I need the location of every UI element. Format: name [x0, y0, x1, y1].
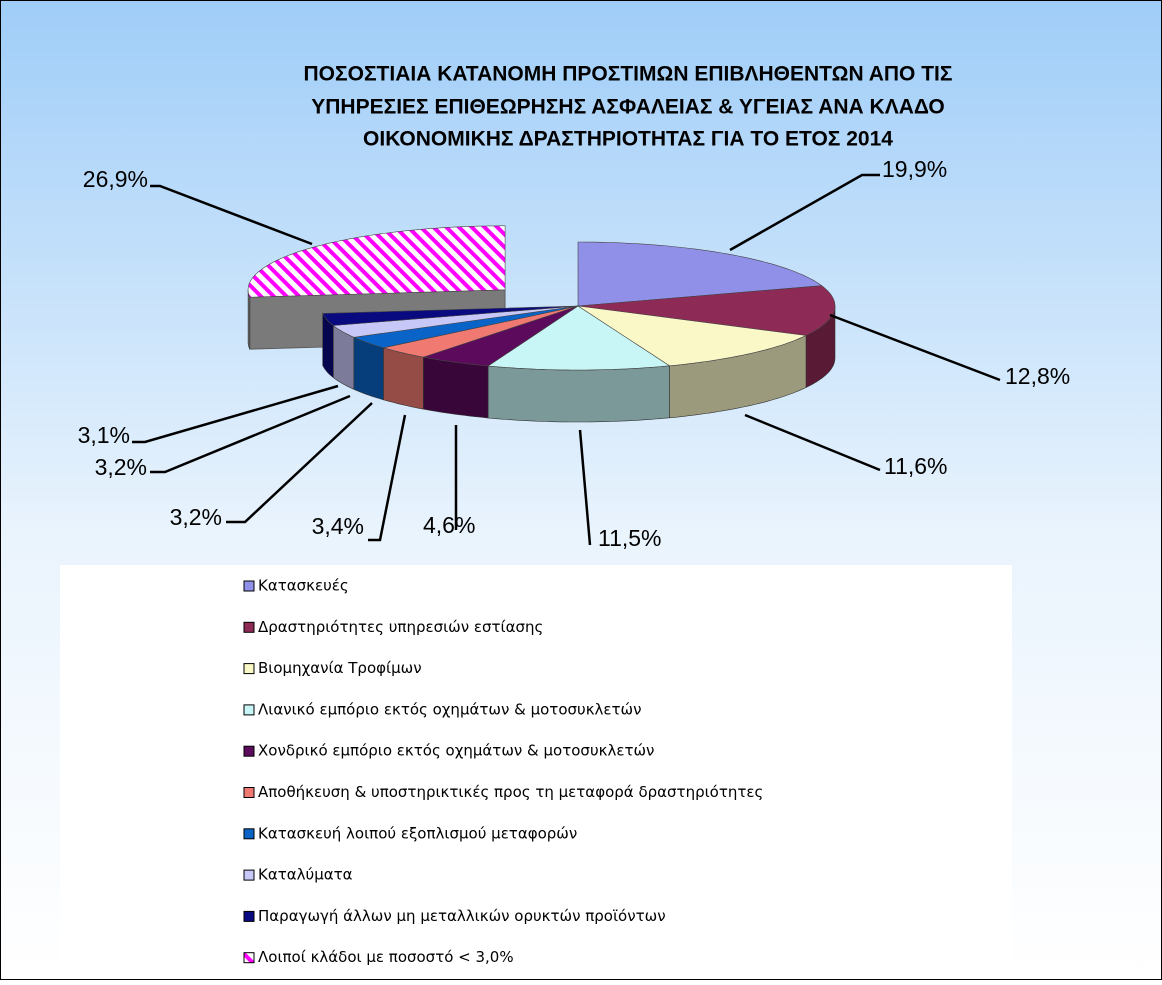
legend-label: Κατασκευή λοιπού εξοπλισμού μεταφορών	[258, 824, 577, 842]
legend-swatch	[243, 910, 255, 922]
legend-label: Αποθήκευση & υποστηρικτικές προς τη μετα…	[258, 783, 763, 801]
slice	[577, 241, 823, 307]
leader-line	[226, 402, 373, 524]
slice	[332, 305, 579, 338]
leader-line	[578, 429, 592, 546]
slice-side	[383, 347, 424, 410]
slice-side	[247, 289, 251, 350]
slice	[383, 305, 579, 358]
legend-label: Χονδρικό εμπόριο εκτός οχημάτων & μοτοσυ…	[258, 742, 654, 760]
data-label: 12,8%	[1005, 363, 1070, 389]
slice-side	[423, 356, 489, 419]
leader-line	[368, 414, 407, 542]
slice	[577, 285, 836, 336]
data-label: 11,6%	[884, 453, 948, 479]
legend-swatch	[243, 745, 255, 757]
leader-line	[132, 384, 339, 444]
data-label: 4,6%	[423, 512, 475, 538]
legend-label: Βιομηχανία Τροφίμων	[258, 659, 422, 677]
chart-title: ΥΠΗΡΕΣΙΕΣ ΕΠΙΘΕΩΡΗΣΗΣ ΑΣΦΑΛΕΙΑΣ & ΥΓΕΙΑΣ…	[311, 96, 945, 119]
legend-swatch	[243, 787, 255, 798]
chart-title: ΠΟΣΟΣΤΙΑΙΑ ΚΑΤΑΝΟΜΗ ΠΡΟΣΤΙΜΩΝ ΕΠΙΒΛΗΘΕΝΤ…	[304, 63, 953, 86]
legend-label: Λιανικό εμπόριο εκτός οχημάτων & μοτοσυκ…	[258, 700, 642, 718]
legend-swatch	[243, 828, 255, 840]
legend-label: Κατασκευές	[258, 577, 349, 595]
data-label: 3,1%	[78, 422, 130, 448]
leader-line	[829, 313, 1001, 382]
data-label: 19,9%	[882, 156, 947, 182]
leader-line	[744, 413, 881, 472]
data-label: 3,4%	[312, 513, 364, 539]
legend-label: Παραγωγή άλλων μη μεταλλικών ορυκτών προ…	[258, 907, 666, 925]
slice	[423, 305, 579, 367]
leader-line	[150, 394, 351, 474]
legend-label: Δραστηριότητες υπηρεσιών εστίασης	[258, 618, 543, 636]
legend-swatch	[243, 869, 255, 881]
data-label: 11,5%	[598, 525, 662, 551]
legend-swatch	[243, 621, 255, 633]
legend-swatch	[243, 952, 255, 964]
slice	[322, 305, 579, 326]
legend-label: Λοιποί κλάδοι με ποσοστό < 3,0%	[258, 948, 514, 966]
legend-swatch	[243, 580, 255, 592]
legend-label: Καταλύματα	[258, 866, 353, 884]
chart-title: ΟΙΚΟΝΟΜΙΚΗΣ ΔΡΑΣΤΗΡΙΟΤΗΤΑΣ ΓΙΑ ΤΟ ΕΤΟΣ 2…	[363, 128, 893, 151]
data-label: 3,2%	[170, 504, 222, 530]
data-label: 3,2%	[95, 454, 147, 480]
legend-swatch	[243, 704, 255, 716]
leader-line	[729, 173, 880, 252]
leader-line	[150, 184, 313, 246]
slice	[352, 305, 579, 349]
data-label: 26,9%	[83, 166, 148, 192]
legend-box	[60, 565, 1012, 977]
slice	[487, 305, 671, 371]
slice	[247, 225, 506, 298]
slice	[577, 305, 808, 367]
legend-swatch	[243, 663, 255, 675]
slice-side	[487, 365, 670, 423]
